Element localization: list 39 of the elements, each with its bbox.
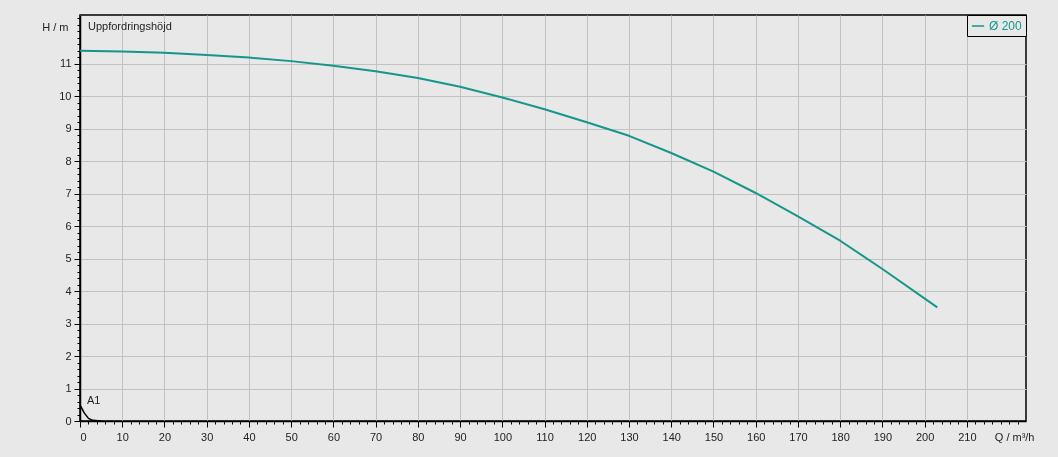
x-tick-label: 120 [578,430,597,443]
x-tick-label: 80 [412,430,425,443]
x-tick-label: 170 [789,430,808,443]
x-tick-label: 140 [662,430,681,443]
y-tick-label: 9 [65,122,72,135]
legend-label: Ø 200 [989,19,1023,33]
y-tick-label: 3 [65,317,72,330]
y-tick-label: 4 [65,284,72,297]
x-tick-label: 100 [493,430,512,443]
x-tick-label: 90 [454,430,467,443]
y-tick-label: 10 [59,89,72,102]
y-axis-title: H / m [42,20,69,33]
x-tick-label: 190 [873,430,893,443]
x-tick-label: 180 [831,430,850,443]
x-tick-label: 160 [747,430,766,443]
y-tick-label: 11 [60,57,72,70]
annotation: Uppfordringshöjd [88,20,172,32]
x-tick-label: 200 [915,430,935,443]
x-tick-label: 210 [958,430,977,443]
x-tick-label: 110 [536,430,554,443]
x-tick-label: 30 [201,430,214,443]
x-tick-label: 130 [620,430,639,443]
x-tick-label: 0 [80,430,87,443]
y-tick-label: 1 [65,382,72,395]
y-tick-label: 7 [65,187,72,200]
y-tick-label: 0 [65,414,72,427]
x-tick-label: 150 [704,430,724,443]
x-tick-label: 50 [285,430,298,443]
y-tick-label: 8 [65,154,72,167]
x-tick-label: 70 [370,430,383,443]
y-tick-label: 5 [65,252,72,265]
x-tick-label: 20 [158,430,172,443]
x-tick-label: 40 [243,430,256,443]
x-tick-label: 60 [327,430,341,443]
y-tick-label: 2 [65,349,72,362]
annotation: A1 [87,394,101,406]
x-axis-title: Q / m³/h [994,430,1035,443]
x-tick-label: 10 [116,430,129,443]
y-tick-label: 6 [65,219,72,232]
